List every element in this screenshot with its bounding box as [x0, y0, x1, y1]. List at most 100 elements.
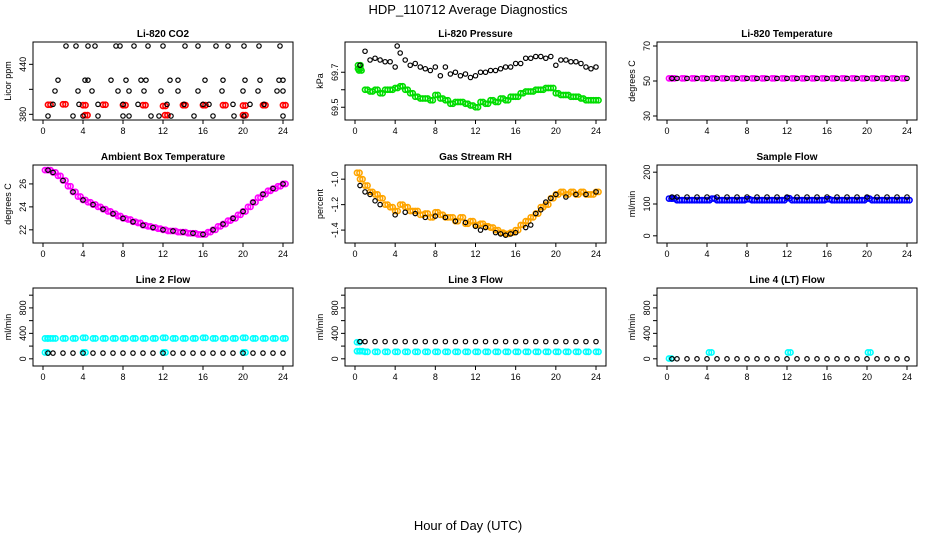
data-point-red — [202, 101, 209, 109]
data-point-black — [200, 350, 206, 356]
x-tick-label: 24 — [278, 126, 288, 136]
data-point-cyan — [464, 348, 472, 356]
data-point-black — [472, 338, 479, 345]
data-point-black — [684, 75, 690, 82]
data-point-black — [120, 101, 126, 108]
data-point-cyan — [192, 335, 199, 342]
x-tick-label: 12 — [782, 249, 792, 259]
y-tick-label: -1.2 — [330, 197, 340, 213]
x-tick-label: 4 — [393, 249, 398, 259]
page-title: HDP_110712 Average Diagnostics — [368, 2, 568, 17]
y-tick-label: 800 — [330, 300, 340, 315]
y-axis-label: percent — [315, 188, 325, 219]
data-point-green — [482, 100, 489, 108]
data-point-black — [593, 64, 599, 70]
data-point-black — [250, 199, 256, 206]
data-point-black — [277, 43, 283, 49]
data-point-black — [230, 350, 236, 356]
x-tick-label: 0 — [664, 126, 669, 136]
x-tick-label: 0 — [664, 372, 669, 382]
plot-frame — [656, 164, 918, 244]
data-point-green — [376, 89, 384, 97]
data-point-cyan — [542, 348, 550, 356]
data-point-black — [280, 113, 286, 119]
data-point-black — [190, 230, 196, 237]
data-point-orange — [477, 220, 484, 228]
data-point-cyan — [564, 348, 572, 356]
data-point-black — [280, 350, 286, 356]
x-tick-label: 12 — [470, 372, 480, 382]
data-point-black — [432, 64, 439, 70]
plot-frame — [344, 164, 607, 244]
y-tick-label: 0 — [18, 356, 28, 361]
chart-panel-9: Line 4 (LT) Flow ml/min 0 4 8 12 16 20 24 0 400 800 — [627, 275, 918, 382]
data-point-cyan — [129, 335, 137, 342]
data-point-magenta — [751, 74, 758, 82]
data-point-black — [548, 195, 554, 202]
x-tick-label: 8 — [744, 372, 749, 382]
data-point-cyan — [149, 335, 157, 342]
data-point-black — [824, 356, 830, 362]
data-point-cyan — [394, 348, 402, 356]
data-point-black — [170, 350, 176, 356]
data-point-black — [270, 350, 276, 356]
data-point-black — [694, 194, 700, 200]
data-point-magenta — [891, 74, 898, 82]
data-point-red — [59, 100, 67, 108]
data-point-cyan — [595, 348, 602, 356]
data-point-black — [824, 75, 830, 82]
data-point-black — [117, 43, 123, 49]
data-point-black — [522, 338, 529, 345]
data-point-black — [270, 185, 276, 192]
data-point-black — [45, 167, 51, 173]
data-point-cyan — [582, 348, 590, 356]
data-point-cyan — [411, 348, 419, 356]
data-point-black — [241, 113, 247, 119]
data-point-black — [247, 101, 253, 108]
data-point-black — [704, 356, 710, 362]
data-point-black — [467, 74, 474, 81]
x-tick-label: 0 — [352, 126, 357, 136]
data-point-black — [854, 356, 860, 362]
data-point-cyan — [232, 335, 239, 342]
y-tick-label: 69.5 — [330, 98, 340, 116]
data-point-green — [549, 84, 557, 92]
data-point-black — [527, 222, 534, 228]
data-point-black — [578, 60, 584, 67]
data-point-black — [131, 43, 137, 49]
data-point-black — [734, 194, 740, 200]
data-point-black — [834, 194, 840, 200]
data-point-black — [784, 75, 790, 82]
data-point-green — [472, 103, 479, 111]
data-point-black — [532, 53, 539, 60]
data-point-cyan — [502, 348, 510, 356]
data-point-black — [200, 231, 206, 238]
data-point-magenta — [841, 74, 848, 82]
y-tick-label: 0 — [642, 356, 652, 361]
data-point-green — [355, 67, 363, 74]
chart-panel-5: Gas Stream RH percent 0 4 8 12 16 20 24 -1.4 -1.2 -… — [315, 152, 607, 259]
data-point-black — [884, 194, 890, 200]
data-point-black — [714, 194, 720, 200]
data-point-green — [371, 86, 379, 94]
data-point-black — [553, 62, 559, 69]
data-point-black — [583, 64, 589, 70]
data-point-cyan — [52, 335, 59, 342]
y-axis-label: ml/min — [315, 314, 325, 341]
data-point-cyan — [472, 348, 479, 356]
data-point-cyan — [381, 348, 389, 356]
data-point-black — [175, 88, 181, 94]
y-tick-label: 400 — [642, 326, 652, 341]
data-point-black — [256, 43, 262, 49]
data-point-black — [573, 58, 579, 65]
data-point-cyan — [364, 348, 371, 356]
data-point-black — [684, 194, 690, 200]
x-tick-label: 0 — [664, 249, 669, 259]
data-point-black — [894, 356, 900, 362]
data-point-black — [357, 338, 363, 345]
data-point-black — [472, 223, 479, 230]
data-point-cyan — [82, 349, 89, 356]
x-tick-label: 4 — [80, 249, 85, 259]
y-tick-label: 30 — [642, 111, 652, 121]
